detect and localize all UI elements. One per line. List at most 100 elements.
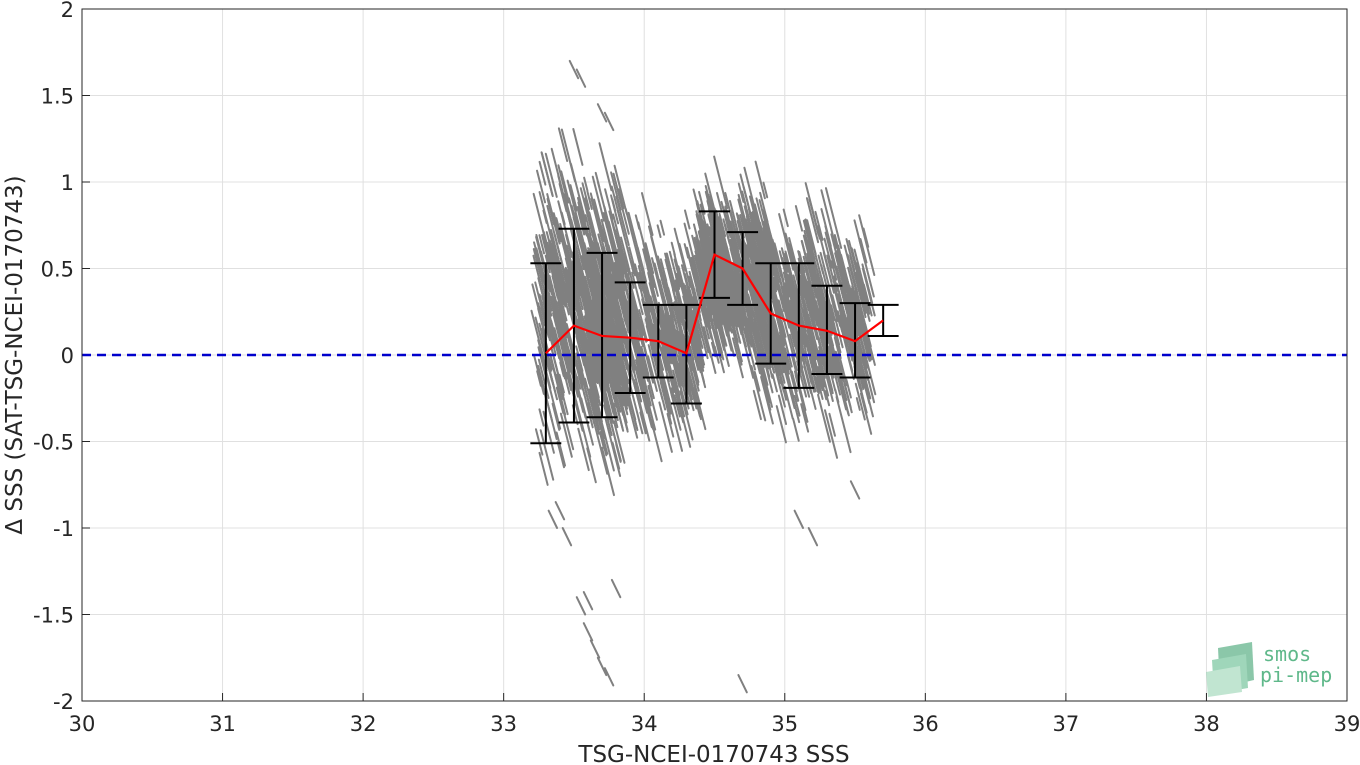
scatter-streak: [564, 347, 579, 398]
scatter-streak: [729, 199, 740, 236]
scatter-streak: [660, 346, 668, 371]
scatter-point: [793, 509, 805, 529]
scatter-streak: [617, 324, 631, 374]
scatter-streak: [530, 309, 548, 372]
scatter-streak: [579, 187, 597, 249]
mean-line-path: [545, 253, 884, 355]
scatter-streak: [804, 218, 815, 251]
scatter-streak: [804, 350, 817, 393]
scatter-streak: [819, 310, 827, 333]
scatter-streak: [586, 300, 602, 352]
scatter-streak: [608, 210, 623, 260]
scatter-streak: [639, 411, 647, 435]
scatter-streak: [824, 390, 831, 407]
scatter-streak: [803, 229, 817, 278]
scatter-streak: [612, 172, 630, 235]
scatter-streak: [559, 412, 573, 458]
scatter-streak: [683, 243, 690, 259]
x-tick-label: 33: [490, 712, 517, 736]
error-bars: [530, 210, 899, 445]
scatter-streak: [821, 306, 835, 352]
scatter-streak: [577, 201, 588, 237]
scatter-streak: [563, 372, 571, 395]
scatter-streak: [775, 405, 787, 444]
scatter-streak: [754, 160, 766, 200]
scatter-streak: [765, 228, 779, 274]
scatter-streak: [603, 404, 613, 437]
scatter-streak: [702, 326, 717, 374]
scatter-streak: [783, 273, 789, 288]
scatter-streak: [630, 301, 637, 323]
scatter-streak: [632, 262, 641, 290]
scatter-point: [596, 656, 608, 677]
scatter-streak: [573, 260, 584, 295]
scatter-streak: [742, 214, 751, 239]
scatter-streak: [550, 229, 561, 266]
scatter-streak: [818, 385, 824, 400]
scatter-streak: [548, 239, 561, 279]
scatter-point: [737, 674, 748, 694]
scatter-streak: [818, 349, 824, 366]
scatter-streak: [714, 280, 730, 337]
scatter-streak: [560, 211, 566, 226]
scatter-streak: [842, 310, 856, 354]
scatter-streak: [845, 275, 855, 306]
scatter-streak: [631, 271, 644, 316]
scatter-streak: [613, 297, 631, 360]
scatter-points: [530, 59, 877, 694]
scatter-streak: [788, 322, 795, 343]
y-tick-label: 0: [61, 344, 74, 368]
y-tick-label: -2: [53, 690, 74, 714]
scatter-streak: [551, 402, 561, 431]
smos-pi-mep-logo: smos pi-mep: [1206, 642, 1332, 697]
scatter-streak: [580, 312, 587, 330]
scatter-point: [582, 622, 594, 642]
scatter-streak: [619, 384, 629, 416]
scatter-streak: [596, 249, 614, 308]
scatter-streak: [580, 342, 597, 402]
y-tick-labels: -2 -1.5 -1 -0.5 0 0.5 1 1.5 2: [33, 0, 74, 714]
scatter-streak: [546, 241, 554, 264]
x-tick-labels: 30 31 32 33 34 35 36 37 38 39: [69, 712, 1360, 736]
scatter-streak: [640, 293, 653, 335]
scatter-point: [603, 667, 615, 687]
scatter-streak: [798, 327, 807, 353]
scatter-point: [610, 578, 622, 599]
scatter-streak: [550, 147, 567, 204]
scatter-streak: [722, 305, 732, 332]
scatter-streak: [584, 197, 599, 247]
scatter-streak: [670, 387, 676, 402]
y-axis-label: Δ SSS (SAT-TSG-NCEI-0170743): [2, 175, 28, 534]
y-tick-label: -0.5: [33, 431, 74, 455]
scatter-streak: [589, 239, 602, 280]
scatter-streak: [615, 256, 621, 272]
scatter-streak: [725, 217, 732, 234]
scatter-streak: [577, 427, 590, 472]
scatter-streak: [537, 346, 548, 379]
scatter-streak: [575, 399, 592, 458]
scatter-streak: [617, 188, 625, 210]
scatter-streak: [644, 242, 655, 275]
scatter-streak: [583, 343, 593, 372]
scatter-streak: [665, 252, 683, 314]
scatter-streak: [647, 384, 654, 400]
scatter-streak: [663, 314, 679, 368]
scatter-streak: [699, 248, 706, 268]
scatter-streak: [538, 234, 546, 255]
x-tick-label: 31: [209, 712, 236, 736]
y-tick-label: -1.5: [33, 604, 74, 628]
scatter-streak: [602, 212, 608, 229]
scatter-streak: [788, 333, 797, 358]
scatter-streak: [731, 328, 743, 366]
scatter-streak: [853, 273, 867, 318]
scatter-streak: [799, 260, 816, 319]
scatter-streak: [759, 191, 769, 223]
scatter-streak: [644, 244, 659, 297]
scatter-streak: [774, 306, 786, 345]
scatter-streak: [622, 252, 630, 275]
scatter-streak: [751, 275, 766, 324]
scatter-streak: [544, 152, 558, 198]
scatter-streak: [556, 282, 568, 322]
scatter-streak: [552, 212, 562, 243]
scatter-streak: [820, 189, 838, 249]
